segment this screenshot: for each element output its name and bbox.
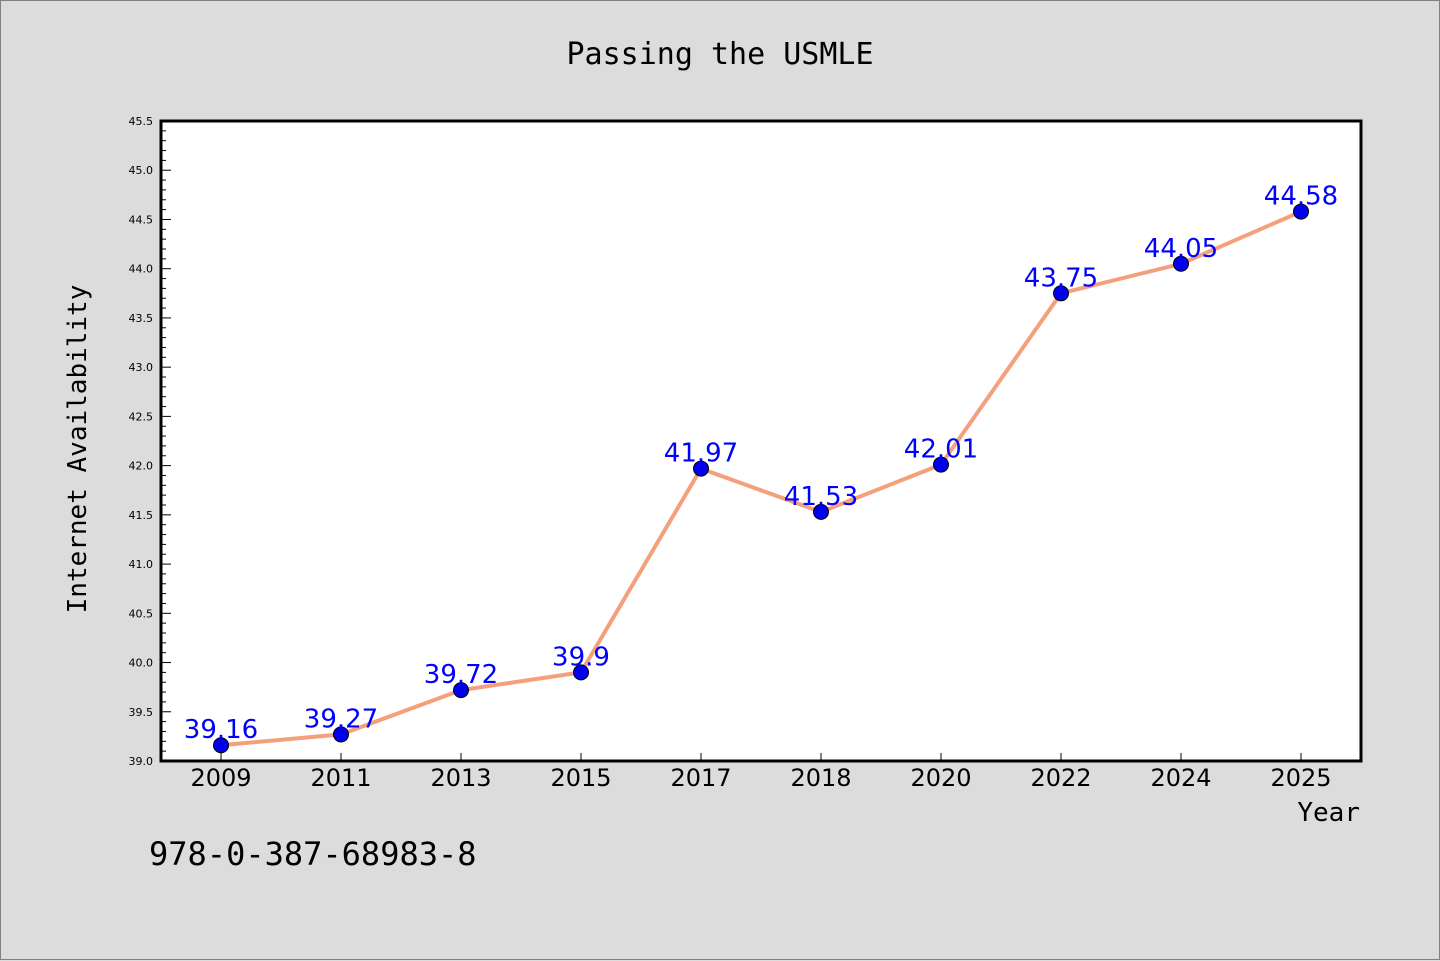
- x-tick-label: 2022: [1030, 764, 1091, 792]
- y-tick-label: 44.0: [129, 263, 154, 276]
- x-axis-label: Year: [1297, 798, 1360, 828]
- data-label: 43.75: [1024, 263, 1098, 293]
- data-point: [693, 460, 709, 477]
- data-label: 41.53: [784, 482, 858, 512]
- data-label: 39.72: [424, 660, 498, 690]
- data-point: [213, 737, 229, 754]
- data-point: [1293, 203, 1309, 220]
- y-tick-label: 44.5: [129, 213, 154, 226]
- y-tick-label: 41.0: [129, 558, 154, 571]
- y-tick-label: 43.5: [129, 312, 154, 325]
- y-tick-label: 45.0: [129, 164, 154, 177]
- y-axis-label: Internet Availability: [63, 285, 93, 614]
- x-tick-label: 2020: [910, 764, 971, 792]
- series-line: [219, 209, 1303, 748]
- y-tick-label: 39.0: [129, 755, 154, 768]
- data-label: 42.01: [904, 435, 978, 465]
- plot-area: [161, 121, 1361, 761]
- data-point: [1053, 285, 1069, 302]
- data-label: 39.27: [304, 704, 378, 734]
- chart-title: Passing the USMLE: [566, 37, 873, 72]
- y-tick-label: 40.0: [129, 657, 154, 670]
- x-axis-ticks: 2009 2011 2013 2015 2017 2018 2020 2022 2024 2025: [190, 753, 1332, 792]
- y-tick-label: 40.5: [129, 607, 154, 620]
- y-tick-label: 41.5: [129, 509, 154, 522]
- series-layer: 39.16 39.27 39.72 39.9 41.97 41.53 42.01 43.75 4…: [184, 182, 1338, 754]
- x-tick-label: 2018: [790, 764, 851, 792]
- footer-code: 978-0-387-68983-8: [149, 835, 477, 873]
- x-tick-label: 2025: [1270, 764, 1331, 792]
- x-tick-label: 2013: [430, 764, 491, 792]
- y-tick-label: 45.5: [129, 115, 154, 128]
- data-point: [573, 664, 589, 681]
- data-point: [1173, 255, 1189, 272]
- y-tick-label: 42.0: [129, 460, 154, 473]
- y-tick-label: 39.5: [129, 706, 154, 719]
- y-axis-ticks: 39.0 39.5 40.0 40.5 41.0 41.5 42.0 42.5 43.0 43.5…: [129, 115, 171, 768]
- y-tick-label: 43.0: [129, 361, 154, 374]
- y-tick-label: 42.5: [129, 410, 154, 423]
- data-label: 39.9: [552, 642, 610, 672]
- plot-border: [159, 119, 1363, 763]
- data-point: [933, 456, 949, 473]
- x-tick-label: 2024: [1150, 764, 1211, 792]
- data-point: [333, 726, 349, 743]
- x-tick-label: 2015: [550, 764, 611, 792]
- data-label: 41.97: [664, 439, 738, 469]
- data-point: [453, 682, 469, 699]
- x-tick-label: 2017: [670, 764, 731, 792]
- x-tick-label: 2009: [190, 764, 251, 792]
- data-label: 44.58: [1264, 182, 1338, 212]
- x-tick-label: 2011: [310, 764, 371, 792]
- data-label: 39.16: [184, 715, 258, 745]
- data-point: [813, 503, 829, 520]
- data-label: 44.05: [1144, 234, 1218, 264]
